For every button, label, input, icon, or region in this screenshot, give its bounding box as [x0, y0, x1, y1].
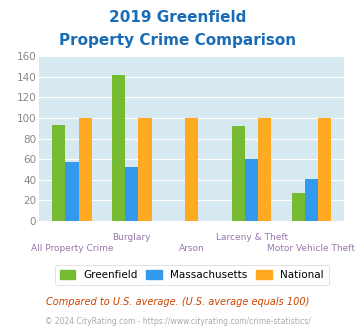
Bar: [258, 118, 271, 221]
Bar: [232, 126, 245, 221]
Bar: [305, 179, 318, 221]
Text: Motor Vehicle Theft: Motor Vehicle Theft: [267, 244, 355, 253]
Bar: [112, 75, 125, 221]
Legend: Greenfield, Massachusetts, National: Greenfield, Massachusetts, National: [55, 265, 329, 285]
Bar: [292, 193, 305, 221]
Text: 2019 Greenfield: 2019 Greenfield: [109, 10, 246, 25]
Text: © 2024 CityRating.com - https://www.cityrating.com/crime-statistics/: © 2024 CityRating.com - https://www.city…: [45, 317, 310, 326]
Bar: [245, 159, 258, 221]
Text: Property Crime Comparison: Property Crime Comparison: [59, 33, 296, 48]
Bar: [78, 118, 92, 221]
Bar: [65, 162, 78, 221]
Bar: [52, 125, 65, 221]
Text: All Property Crime: All Property Crime: [31, 244, 113, 253]
Bar: [318, 118, 331, 221]
Text: Compared to U.S. average. (U.S. average equals 100): Compared to U.S. average. (U.S. average …: [46, 297, 309, 307]
Text: Arson: Arson: [179, 244, 204, 253]
Text: Larceny & Theft: Larceny & Theft: [215, 233, 288, 242]
Bar: [125, 168, 138, 221]
Bar: [185, 118, 198, 221]
Text: Burglary: Burglary: [113, 233, 151, 242]
Bar: [138, 118, 152, 221]
